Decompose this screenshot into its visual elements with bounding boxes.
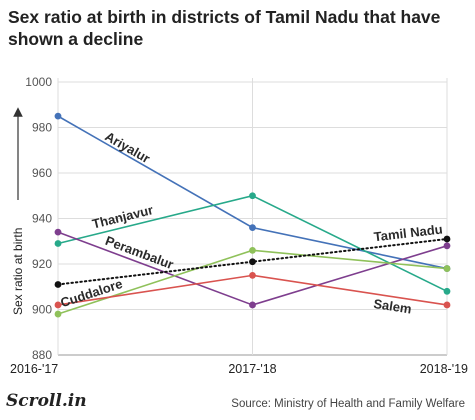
data-point-salem [443,301,451,309]
data-point-cuddalore [249,246,256,254]
scroll-logo: Scroll.in [6,391,87,411]
y-tick-label: 960 [32,166,52,180]
y-axis-label-group: Sex ratio at birth [11,107,25,315]
data-point-perambalur [443,242,451,250]
series-label-salem: Salem [373,296,413,317]
data-point-tamil-nadu [54,281,62,288]
data-point-tamil-nadu [249,258,256,266]
y-tick-label: 880 [32,348,52,362]
data-point-salem [249,271,256,279]
data-point-perambalur [249,301,256,309]
data-point-cuddalore [443,265,451,272]
y-tick-label: 920 [32,257,52,271]
data-point-thanjavur [54,240,62,247]
y-tick-label: 1000 [25,75,52,89]
y-axis: 880 900 920 940 960 980 1000 [25,75,52,362]
data-point-thanjavur [249,192,256,200]
data-point-tamil-nadu [443,235,451,243]
x-axis: 2016-'17 2017-'18 2018-'19 [10,362,468,376]
y-tick-label: 900 [32,303,52,317]
x-tick-label: 2018-'19 [420,362,468,376]
x-tick-label: 2016-'17 [10,362,58,376]
data-point-perambalur [54,228,62,236]
y-tick-label: 940 [32,212,52,226]
chart-title: Sex ratio at birth in districts of Tamil… [8,7,441,49]
data-point-ariyalur [54,112,62,120]
series-points [54,112,451,318]
data-point-cuddalore [54,310,62,318]
x-tick-label: 2017-'18 [228,362,276,376]
series-label-ariyalur: Ariyalur [103,129,153,166]
source-note: Source: Ministry of Health and Family We… [231,398,465,410]
data-point-thanjavur [443,287,451,295]
y-axis-label: Sex ratio at birth [11,228,25,315]
data-point-ariyalur [249,224,256,232]
y-tick-label: 980 [32,121,52,135]
gridlines [57,78,448,356]
data-point-salem [54,301,62,309]
